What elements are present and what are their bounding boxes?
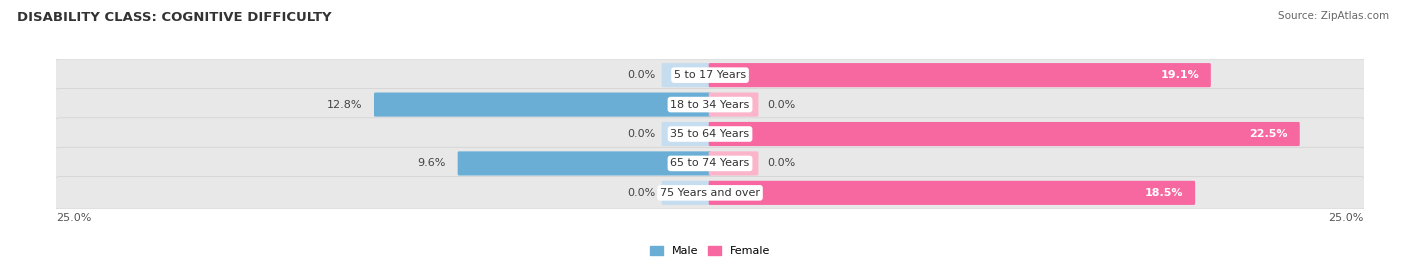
FancyBboxPatch shape: [55, 88, 1365, 121]
Legend: Male, Female: Male, Female: [645, 241, 775, 260]
Text: 25.0%: 25.0%: [56, 213, 91, 222]
Text: 12.8%: 12.8%: [326, 100, 363, 110]
FancyBboxPatch shape: [55, 59, 1365, 91]
FancyBboxPatch shape: [374, 92, 711, 117]
FancyBboxPatch shape: [55, 177, 1365, 209]
Text: 0.0%: 0.0%: [627, 70, 655, 80]
FancyBboxPatch shape: [55, 147, 1365, 180]
Text: 19.1%: 19.1%: [1160, 70, 1199, 80]
Text: 0.0%: 0.0%: [627, 188, 655, 198]
FancyBboxPatch shape: [55, 118, 1365, 150]
FancyBboxPatch shape: [709, 92, 758, 117]
FancyBboxPatch shape: [662, 63, 711, 87]
Text: 75 Years and over: 75 Years and over: [659, 188, 761, 198]
Text: 35 to 64 Years: 35 to 64 Years: [671, 129, 749, 139]
Text: 18.5%: 18.5%: [1144, 188, 1184, 198]
Text: DISABILITY CLASS: COGNITIVE DIFFICULTY: DISABILITY CLASS: COGNITIVE DIFFICULTY: [17, 11, 332, 24]
Text: 0.0%: 0.0%: [627, 129, 655, 139]
FancyBboxPatch shape: [662, 122, 711, 146]
FancyBboxPatch shape: [709, 122, 1299, 146]
Text: 18 to 34 Years: 18 to 34 Years: [671, 100, 749, 110]
Text: 0.0%: 0.0%: [768, 100, 796, 110]
Text: 25.0%: 25.0%: [1329, 213, 1364, 222]
FancyBboxPatch shape: [709, 63, 1211, 87]
FancyBboxPatch shape: [709, 151, 758, 176]
Text: 22.5%: 22.5%: [1250, 129, 1288, 139]
FancyBboxPatch shape: [709, 181, 1195, 205]
Text: 0.0%: 0.0%: [768, 158, 796, 168]
Text: Source: ZipAtlas.com: Source: ZipAtlas.com: [1278, 11, 1389, 21]
Text: 9.6%: 9.6%: [418, 158, 446, 168]
Text: 5 to 17 Years: 5 to 17 Years: [673, 70, 747, 80]
FancyBboxPatch shape: [458, 151, 711, 176]
Text: 65 to 74 Years: 65 to 74 Years: [671, 158, 749, 168]
FancyBboxPatch shape: [662, 181, 711, 205]
